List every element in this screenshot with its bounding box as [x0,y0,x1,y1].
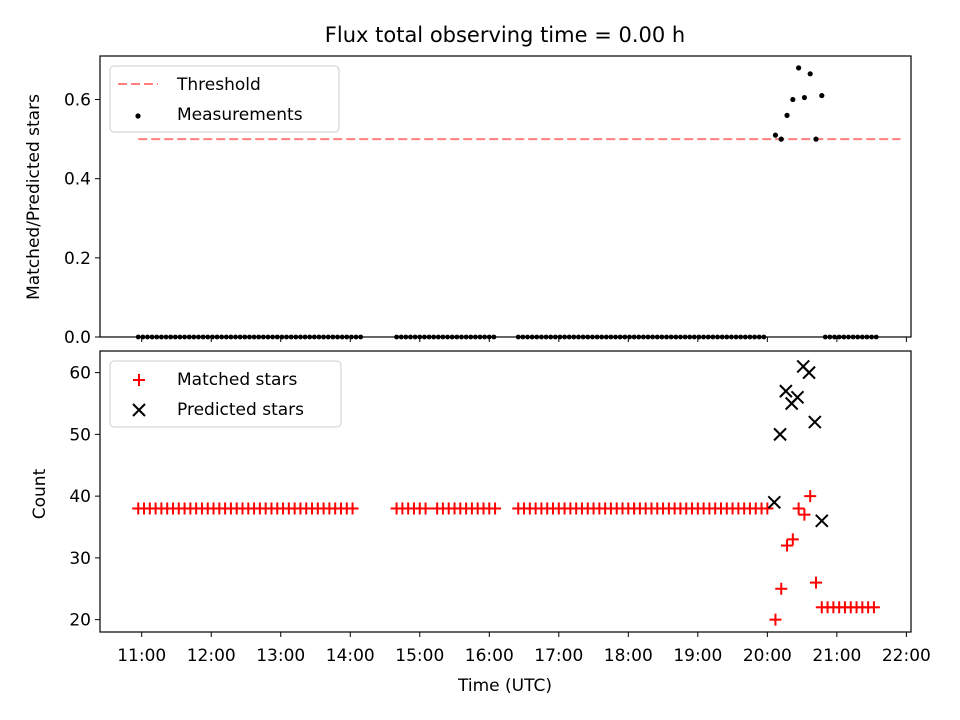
y-tick-label-1-1: 30 [69,549,91,569]
measurement-point [796,65,802,71]
panel-top: 0.0 0.2 0.4 0.6 Matched/Predicted stars Thr… [24,55,912,348]
legend-measurements-swatch [135,113,141,119]
x-tick-label-2: 13:00 [256,646,305,666]
matched-point [809,576,822,589]
matched-point [769,613,782,626]
measurement-point [807,71,813,77]
y-tick-label-1-0: 20 [69,611,91,631]
predicted-point [790,390,805,405]
legend-predicted-label: Predicted stars [177,400,304,420]
predicted-point-b [808,415,822,429]
top-y-ticks: 0.0 0.2 0.4 0.6 [64,91,100,348]
predicted-point [815,514,829,528]
bottom-legend: Matched stars Predicted stars [109,360,342,428]
bottom-plot-area [132,359,880,626]
predicted-point-b [790,390,805,405]
x-axis-label: Time (UTC) [457,676,552,696]
legend-measurements-label: Measurements [177,105,303,125]
legend-predicted-swatch [132,403,146,417]
measurement-point [778,136,784,142]
top-legend: Threshold Measurements [109,65,340,133]
measurement-point [819,92,825,99]
legend-matched-label: Matched stars [177,370,297,390]
top-legend-box [109,65,340,133]
x-tick-label-7: 18:00 [604,646,653,666]
matched-point [419,502,432,515]
predicted-point [808,415,822,429]
predicted-point [767,495,781,510]
top-y-axis-label: Matched/Predicted stars [24,94,44,300]
panel-bottom: 20 30 40 50 60 11:00 12:00 13:00 14:00 15:00 16:0… [30,350,931,696]
matched-point [798,508,811,521]
predicted-point-b [767,495,781,510]
bottom-x-ticks: 11:00 12:00 13:00 14:00 15:00 16:00 17:00 18:00… [117,632,931,666]
x-tick-label-9: 20:00 [743,646,792,666]
predicted-point [773,427,787,442]
predicted-point [802,365,816,380]
matched-point [489,502,502,515]
x-tick-label-3: 14:00 [326,646,375,666]
x-tick-label-11: 22:00 [882,646,931,666]
predicted-point-b [773,427,787,442]
x-tick-label-8: 19:00 [673,646,722,666]
matched-point [346,502,359,515]
bottom-legend-box [109,360,342,428]
top-axes-frame [99,55,912,338]
top-x-ticks [141,337,907,342]
bottom-y-ticks: 20 30 40 50 60 [69,364,100,631]
x-tick-label-5: 16:00 [465,646,514,666]
measurement-point [801,94,808,101]
matched-point [804,490,817,503]
legend-matched-swatch [133,374,145,386]
x-tick-label-4: 15:00 [395,646,444,666]
x-tick-label-1: 12:00 [187,646,236,666]
matched-point [792,502,805,515]
matched-point [786,533,799,546]
y-tick-label-1-4: 60 [69,364,91,384]
matched-point [761,502,774,515]
predicted-point-b [802,365,816,380]
y-tick-label-0-1: 0.2 [64,249,91,269]
matched-point [775,582,788,595]
x-tick-label-10: 21:00 [812,646,861,666]
x-tick-label-0: 11:00 [117,646,166,666]
bottom-y-axis-label: Count [30,468,50,519]
measurement-point [772,132,779,138]
matched-point [867,601,880,614]
legend-threshold-label: Threshold [176,75,261,95]
measurement-point [790,96,796,103]
x-tick-label-6: 17:00 [534,646,583,666]
matched-point [781,539,794,552]
predicted-point-b [815,514,829,528]
predicted-point [779,384,793,398]
bottom-axes-frame [99,350,912,633]
measurement-point [784,112,790,118]
y-tick-label-1-2: 40 [69,487,91,507]
y-tick-label-0-3: 0.6 [64,91,91,111]
chart-title: Flux total observing time = 0.00 h [325,23,685,47]
y-tick-label-1-3: 50 [69,425,91,445]
y-tick-label-0-0: 0.0 [64,328,91,348]
measurement-point [813,136,819,142]
predicted-point-b [779,384,793,398]
y-tick-label-0-2: 0.4 [64,170,91,190]
